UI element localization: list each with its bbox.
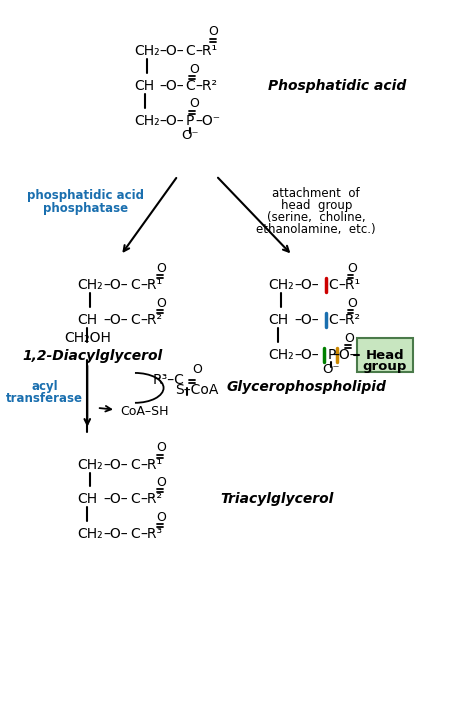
Text: Phosphatidic acid: Phosphatidic acid <box>268 79 407 93</box>
Text: CH: CH <box>268 313 288 327</box>
Text: phosphatidic acid: phosphatidic acid <box>27 189 144 202</box>
Text: –O–: –O– <box>294 348 319 362</box>
Text: C: C <box>130 278 140 292</box>
Text: CH₂: CH₂ <box>77 458 103 472</box>
Text: head  group: head group <box>281 199 352 212</box>
Text: –O–: –O– <box>159 44 183 58</box>
Text: –O–: –O– <box>332 348 357 362</box>
Text: O: O <box>347 262 357 275</box>
Text: O: O <box>208 25 218 38</box>
Text: acyl: acyl <box>31 380 58 393</box>
Text: O: O <box>157 297 167 310</box>
Text: C: C <box>185 44 195 58</box>
Text: C: C <box>130 493 140 506</box>
Text: –O–: –O– <box>104 527 128 541</box>
Text: CH₂: CH₂ <box>135 114 160 128</box>
Text: transferase: transferase <box>6 393 83 405</box>
Text: –O–: –O– <box>294 278 319 292</box>
Text: CoA–SH: CoA–SH <box>120 405 169 418</box>
Text: O: O <box>192 363 202 377</box>
Text: –R¹: –R¹ <box>140 278 162 292</box>
Text: attachment  of: attachment of <box>273 187 360 200</box>
Text: R³–C: R³–C <box>153 373 184 387</box>
Text: Glycerophospholipid: Glycerophospholipid <box>227 380 387 394</box>
Text: C: C <box>130 313 140 327</box>
Text: –R²: –R² <box>338 313 361 327</box>
Text: –O–: –O– <box>159 114 183 128</box>
Text: CH₂: CH₂ <box>268 278 294 292</box>
Text: group: group <box>363 360 407 373</box>
Text: (serine,  choline,: (serine, choline, <box>267 211 365 224</box>
Text: 1,2-Diacylglycerol: 1,2-Diacylglycerol <box>22 349 162 363</box>
FancyBboxPatch shape <box>357 338 413 372</box>
Text: C: C <box>130 458 140 472</box>
Text: CH₂OH: CH₂OH <box>64 331 111 345</box>
Text: O: O <box>157 476 167 489</box>
Text: –R¹: –R¹ <box>195 44 218 58</box>
Text: O: O <box>189 63 199 76</box>
Text: O: O <box>157 441 167 454</box>
Text: C: C <box>328 278 338 292</box>
Text: Head: Head <box>365 348 404 362</box>
Text: CH₂: CH₂ <box>77 527 103 541</box>
Text: O: O <box>347 297 357 310</box>
Text: O: O <box>345 332 355 345</box>
Text: –O⁻: –O⁻ <box>195 114 220 128</box>
Text: –O–: –O– <box>159 79 183 93</box>
Text: –O–: –O– <box>104 458 128 472</box>
Text: –R¹: –R¹ <box>140 458 162 472</box>
Text: CH₂: CH₂ <box>135 44 160 58</box>
Text: –R²: –R² <box>195 79 218 93</box>
Text: CH: CH <box>77 313 97 327</box>
Text: C: C <box>185 79 195 93</box>
Text: –R³: –R³ <box>140 527 162 541</box>
Text: –O–: –O– <box>104 493 128 506</box>
Text: –O–: –O– <box>104 278 128 292</box>
Text: CH: CH <box>77 493 97 506</box>
Text: S–CoA: S–CoA <box>175 383 219 397</box>
Text: O: O <box>157 511 167 524</box>
Text: CH: CH <box>135 79 155 93</box>
Text: O⁻: O⁻ <box>182 129 199 142</box>
Text: O: O <box>189 97 199 111</box>
Text: –R²: –R² <box>140 493 162 506</box>
Text: –O–: –O– <box>294 313 319 327</box>
Text: P: P <box>186 114 194 128</box>
Text: C: C <box>130 527 140 541</box>
Text: O: O <box>157 262 167 275</box>
Text: –R²: –R² <box>140 313 162 327</box>
Text: ethanolamine,  etc.): ethanolamine, etc.) <box>256 223 376 236</box>
Text: C: C <box>328 313 338 327</box>
Text: CH₂: CH₂ <box>268 348 294 362</box>
Text: –R¹: –R¹ <box>338 278 361 292</box>
Text: CH₂: CH₂ <box>77 278 103 292</box>
Text: O⁻: O⁻ <box>323 363 340 377</box>
Text: –O–: –O– <box>104 313 128 327</box>
Text: phosphatase: phosphatase <box>43 202 128 215</box>
Text: Triacylglycerol: Triacylglycerol <box>221 493 334 506</box>
Text: P: P <box>327 348 336 362</box>
